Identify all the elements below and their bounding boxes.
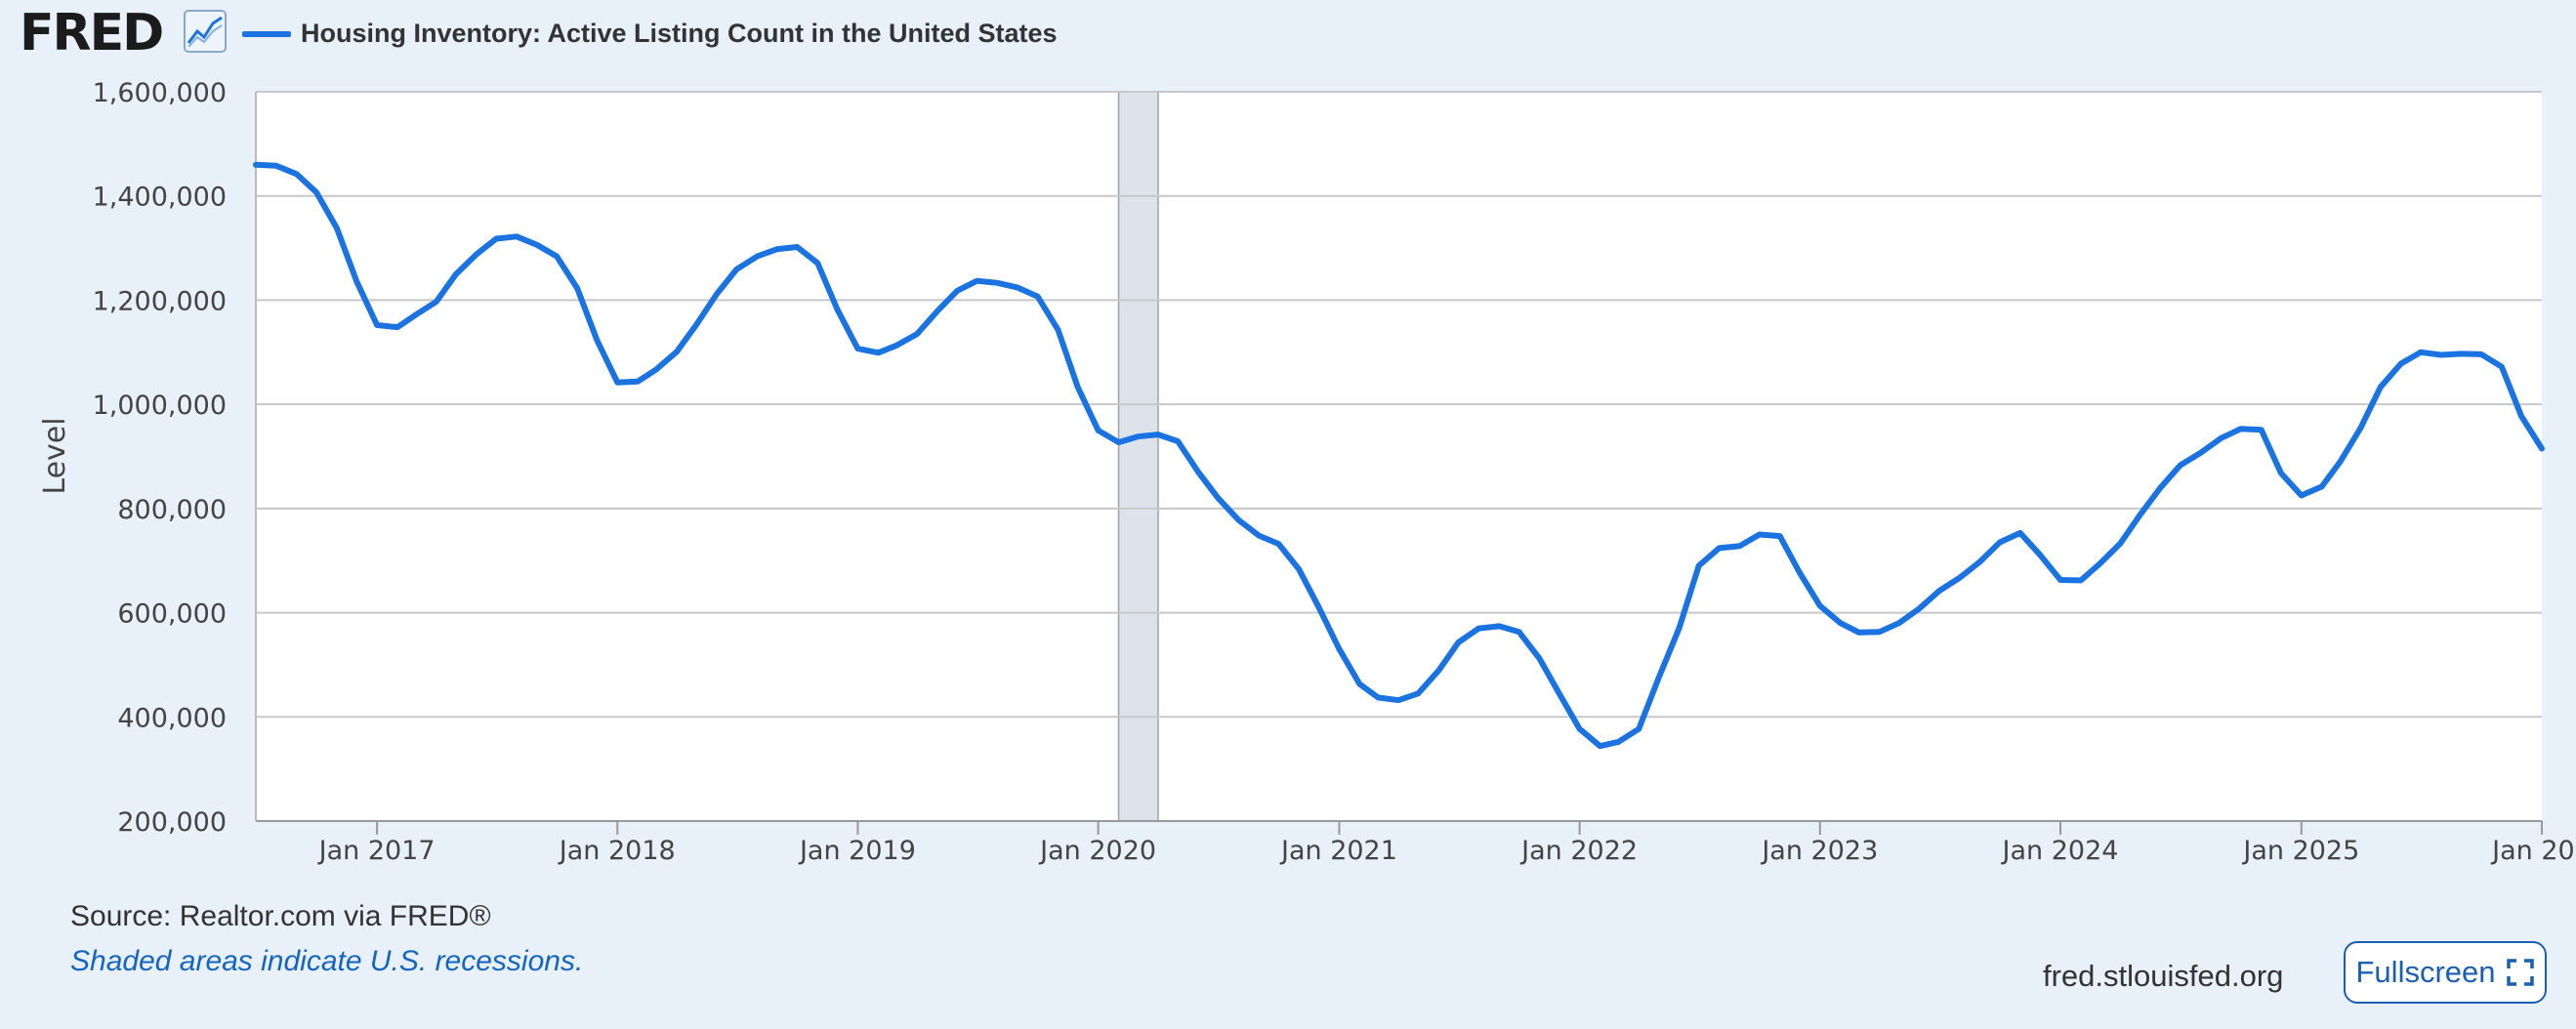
chart-line-icon (184, 10, 227, 53)
x-tick-label: Jan 202 (2490, 836, 2576, 866)
x-tick-label: Jan 2020 (1038, 836, 1156, 866)
chart-header: FRED Housing Inventory: Active Listing C… (0, 0, 2576, 68)
y-tick-label: 1,000,000 (93, 391, 227, 421)
y-tick-label: 1,400,000 (93, 183, 227, 213)
source-note: Source: Realtor.com via FRED® (70, 900, 491, 932)
site-url[interactable]: fred.stlouisfed.org (2043, 959, 2284, 993)
x-tick-label: Jan 2023 (1760, 836, 1878, 866)
y-tick-label: 200,000 (117, 807, 227, 838)
y-tick-label: 400,000 (117, 703, 227, 733)
x-tick-label: Jan 2025 (2241, 836, 2359, 866)
x-tick-label: Jan 2021 (1279, 836, 1397, 866)
fullscreen-icon (2506, 959, 2534, 986)
x-tick-label: Jan 2017 (317, 836, 436, 866)
x-tick-label: Jan 2022 (1519, 836, 1638, 866)
x-tick-label: Jan 2024 (2001, 836, 2119, 866)
fullscreen-label: Fullscreen (2355, 955, 2496, 989)
fred-logo[interactable]: FRED (20, 4, 164, 62)
fullscreen-button[interactable]: Fullscreen (2344, 941, 2547, 1004)
x-tick-label: Jan 2018 (558, 836, 676, 866)
y-tick-label: 800,000 (117, 495, 227, 525)
y-tick-label: 600,000 (117, 599, 227, 630)
y-axis-label: Level (38, 417, 72, 494)
chart-title[interactable]: Housing Inventory: Active Listing Count … (301, 19, 1058, 48)
line-chart: 200,000 400,000 600,000 800,000 1,000,000 1,2… (38, 78, 2576, 866)
y-tick-label: 1,600,000 (93, 78, 227, 108)
x-tick-label: Jan 2019 (798, 836, 916, 866)
recession-note: Shaded areas indicate U.S. recessions. (70, 945, 584, 977)
y-tick-label: 1,200,000 (93, 286, 227, 316)
series-line (253, 161, 2545, 750)
legend-series-swatch (242, 31, 291, 37)
recession-shade (1117, 91, 1159, 822)
